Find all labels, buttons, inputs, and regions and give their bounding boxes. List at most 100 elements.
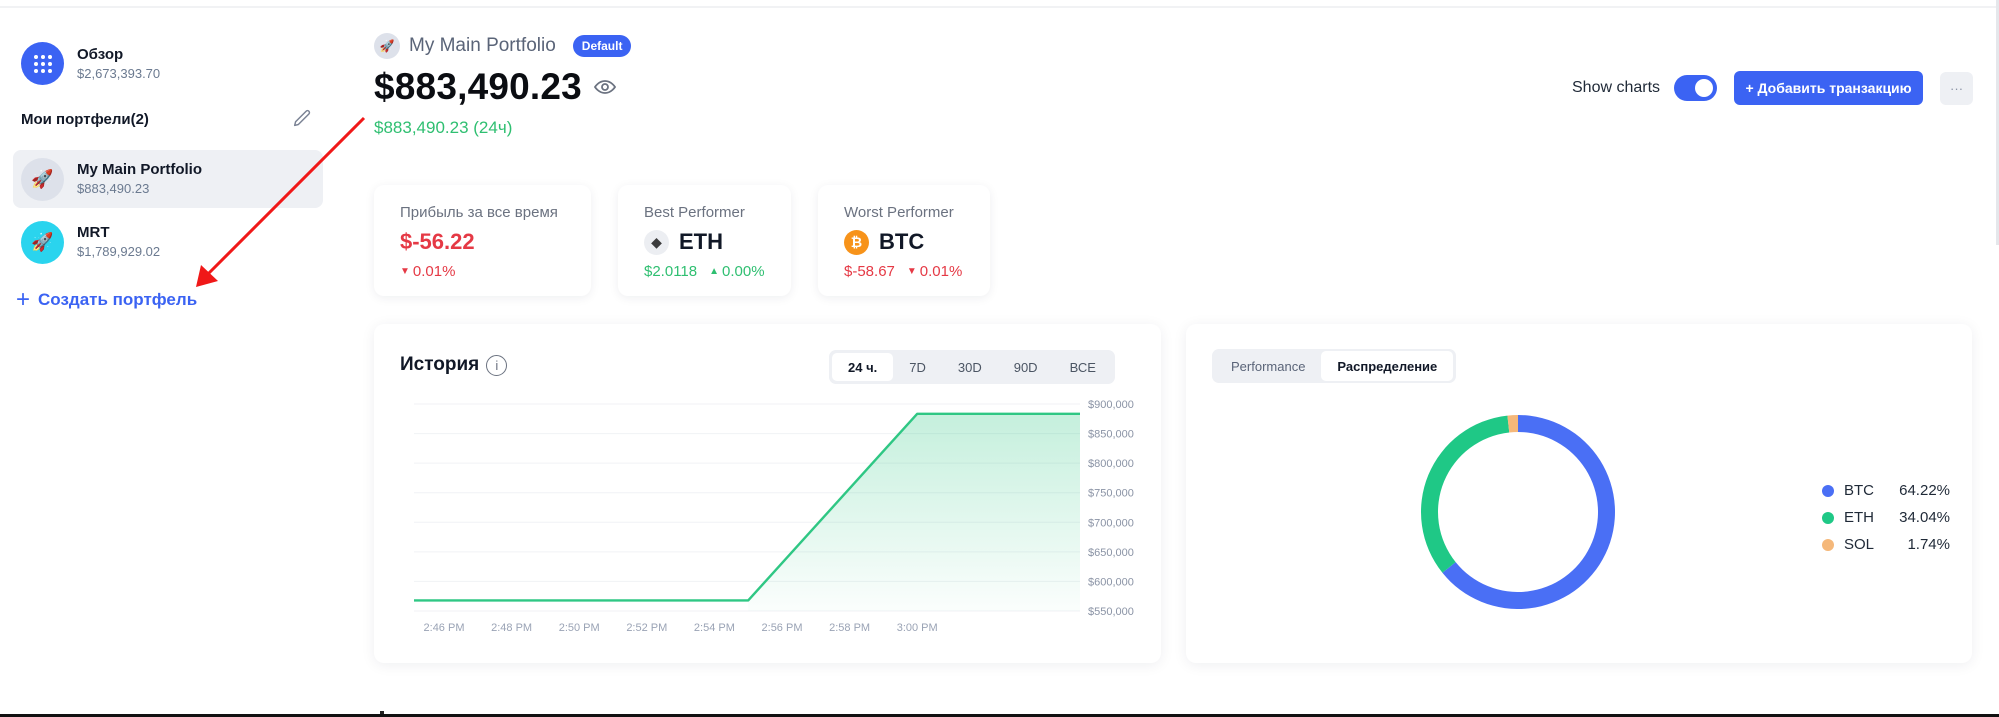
all-time-change: ▼ 0.01% xyxy=(400,263,565,280)
legend-item-btc: BTC 64.22% xyxy=(1822,477,1950,504)
page-scrollbar[interactable] xyxy=(1996,0,1999,245)
legend-percent: 1.74% xyxy=(1907,536,1950,553)
change-percent: 0.01% xyxy=(919,263,963,280)
portfolio-name: MRT xyxy=(77,224,110,241)
stat-label: Прибыль за все время xyxy=(400,204,558,221)
performer-value: $-58.67 xyxy=(844,263,895,280)
svg-text:2:50 PM: 2:50 PM xyxy=(559,622,600,634)
bottom-edge xyxy=(0,714,1999,717)
coin-symbol: BTC xyxy=(879,229,925,254)
plus-icon: + xyxy=(16,286,31,313)
eye-icon[interactable] xyxy=(593,75,617,99)
svg-text:2:54 PM: 2:54 PM xyxy=(694,622,735,634)
allocation-card: Performance Распределение BTC 64.22% ETH 34… xyxy=(1186,324,1972,663)
portfolio-name: My Main Portfolio xyxy=(77,161,202,178)
rocket-icon: 🚀 xyxy=(21,157,64,201)
history-title: История i xyxy=(400,354,508,376)
svg-text:$550,000: $550,000 xyxy=(1088,606,1134,618)
legend-label: SOL xyxy=(1844,536,1875,553)
allocation-legend: BTC 64.22% ETH 34.04% SOL 1.74% xyxy=(1822,477,1950,558)
svg-text:2:46 PM: 2:46 PM xyxy=(424,622,465,634)
caret-down-icon: ▼ xyxy=(400,266,410,277)
history-line-chart[interactable]: $900,000 $850,000 $800,000 $750,000 $700,000… xyxy=(374,324,1161,663)
change-percent: 0.01% xyxy=(412,263,456,280)
svg-text:$650,000: $650,000 xyxy=(1088,547,1134,559)
stat-label: Best Performer xyxy=(644,204,745,221)
more-options-button[interactable]: ··· xyxy=(1940,71,1974,105)
legend-label: BTC xyxy=(1844,482,1874,499)
svg-text:2:58 PM: 2:58 PM xyxy=(829,622,870,634)
create-portfolio-button[interactable]: + Создать портфель xyxy=(16,286,198,313)
show-charts-label: Show charts xyxy=(1572,79,1661,96)
coin-symbol: ETH xyxy=(679,229,723,254)
portfolio-value: $883,490.23 xyxy=(77,181,150,196)
donut-slice-eth[interactable] xyxy=(1421,415,1510,573)
sidebar-portfolio-my-main[interactable]: 🚀 My Main Portfolio $883,490.23 xyxy=(13,150,323,208)
tab-performance[interactable]: Performance xyxy=(1231,358,1306,374)
tab-7d[interactable]: 7D xyxy=(909,359,926,375)
legend-percent: 34.04% xyxy=(1899,509,1950,526)
grid-icon xyxy=(21,42,64,85)
worst-performer-coin: ₿ BTC xyxy=(844,227,964,257)
legend-dot-icon xyxy=(1822,538,1834,551)
caret-down-icon: ▼ xyxy=(906,266,917,277)
overview-value: $2,673,393.70 xyxy=(77,65,161,81)
worst-performer-change: $-58.67 ▼ 0.01% xyxy=(844,263,964,280)
my-portfolios-label: Мои портфели(2) xyxy=(21,110,149,128)
show-charts-toggle[interactable] xyxy=(1674,75,1718,101)
range-tabs: 24 ч. 7D 30D 90D ВСЕ xyxy=(829,350,1115,384)
caret-up-icon: ▲ xyxy=(709,266,720,277)
info-icon[interactable]: i xyxy=(486,354,508,376)
tab-90d[interactable]: 90D xyxy=(1013,359,1038,375)
partial-offscreen-text xyxy=(380,711,384,715)
change-percent: 0.00% xyxy=(722,263,765,280)
svg-text:$850,000: $850,000 xyxy=(1088,429,1134,441)
eth-icon: ◆ xyxy=(644,229,669,255)
overview-title: Обзор xyxy=(77,45,124,63)
portfolio-value: $1,789,929.02 xyxy=(77,244,161,259)
change-24h: $883,490.23 (24ч) xyxy=(374,118,513,137)
tab-all[interactable]: ВСЕ xyxy=(1069,359,1096,375)
svg-text:2:48 PM: 2:48 PM xyxy=(491,622,532,634)
default-badge: Default xyxy=(572,35,632,57)
pencil-icon[interactable] xyxy=(291,108,313,130)
total-value: $883,490.23 xyxy=(374,66,582,107)
sidebar-portfolio-mrt[interactable]: 🚀 MRT $1,789,929.02 xyxy=(13,213,323,271)
sidebar-overview[interactable]: Обзор $2,673,393.70 xyxy=(21,42,160,85)
tab-allocation[interactable]: Распределение xyxy=(1321,351,1454,381)
portfolio-title: My Main Portfolio xyxy=(409,35,556,56)
tab-30d[interactable]: 30D xyxy=(957,359,982,375)
rocket-icon: 🚀 xyxy=(374,33,400,59)
top-border xyxy=(0,6,1999,8)
svg-text:$800,000: $800,000 xyxy=(1088,458,1134,470)
legend-item-eth: ETH 34.04% xyxy=(1822,504,1950,531)
best-performer-coin: ◆ ETH xyxy=(644,227,765,257)
allocation-donut-chart[interactable] xyxy=(1186,324,1972,663)
performer-value: $2.0118 xyxy=(644,263,698,280)
legend-percent: 64.22% xyxy=(1899,482,1950,499)
svg-text:$750,000: $750,000 xyxy=(1088,488,1134,500)
all-time-profit-card: Прибыль за все время $-56.22 ▼ 0.01% xyxy=(374,185,591,296)
svg-text:$600,000: $600,000 xyxy=(1088,576,1134,588)
tab-24h[interactable]: 24 ч. xyxy=(832,353,894,381)
legend-dot-icon xyxy=(1822,511,1834,524)
donut-slice-sol[interactable] xyxy=(1507,415,1518,433)
svg-text:$900,000: $900,000 xyxy=(1088,399,1134,411)
total-value-row: $883,490.23 xyxy=(374,66,617,108)
best-performer-card: Best Performer ◆ ETH $2.0118 ▲ 0.00% xyxy=(618,185,791,296)
add-transaction-button[interactable]: + Добавить транзакцию xyxy=(1734,71,1924,105)
history-title-text: История xyxy=(400,354,480,375)
sidebar: Обзор $2,673,393.70 Мои портфели(2) 🚀 My… xyxy=(0,0,340,714)
portfolio-header: 🚀 My Main Portfolio Default xyxy=(374,33,632,59)
svg-text:2:52 PM: 2:52 PM xyxy=(626,622,667,634)
svg-text:2:56 PM: 2:56 PM xyxy=(762,622,803,634)
history-card: История i 24 ч. 7D 30D 90D ВСЕ $900,000 $… xyxy=(374,324,1161,663)
legend-item-sol: SOL 1.74% xyxy=(1822,531,1950,558)
create-portfolio-label: Создать портфель xyxy=(38,290,198,309)
svg-text:3:00 PM: 3:00 PM xyxy=(897,622,938,634)
allocation-tabs: Performance Распределение xyxy=(1212,349,1457,383)
my-portfolios-header: Мои портфели(2) xyxy=(21,108,313,130)
btc-icon: ₿ xyxy=(844,229,869,255)
all-time-profit-value: $-56.22 xyxy=(400,229,475,254)
stat-label: Worst Performer xyxy=(844,204,954,221)
